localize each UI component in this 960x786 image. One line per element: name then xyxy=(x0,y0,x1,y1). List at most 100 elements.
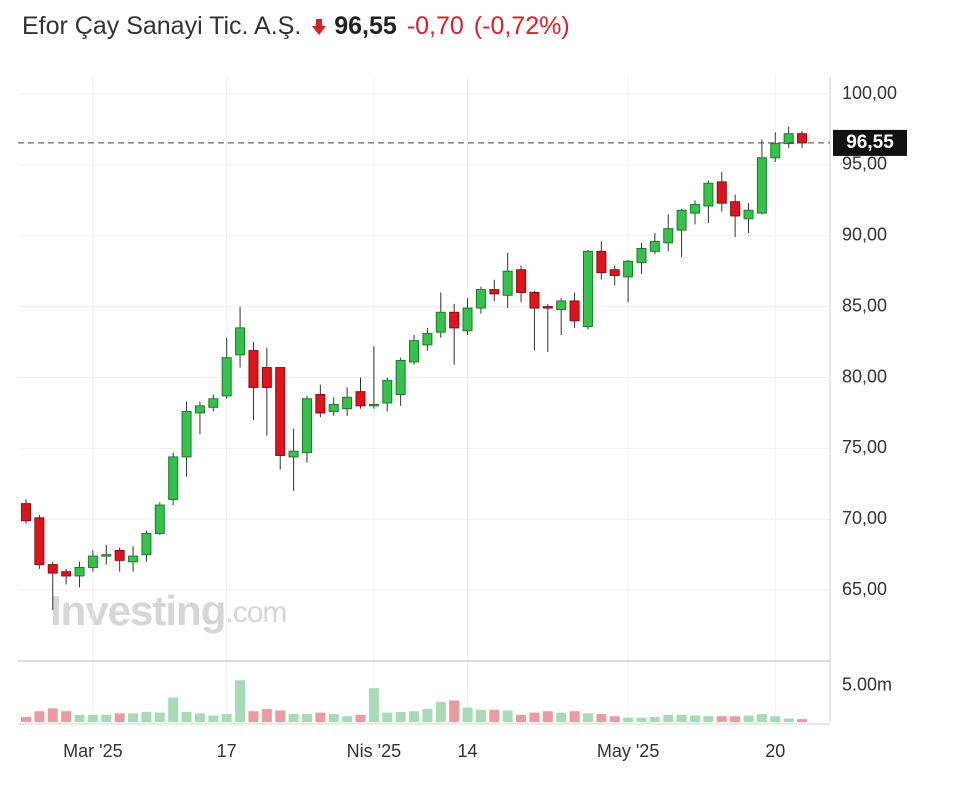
x-tick-label: 20 xyxy=(765,741,785,761)
candle-body xyxy=(596,250,607,274)
volume-bar xyxy=(582,713,593,722)
volume-bar xyxy=(542,711,553,722)
candle-body xyxy=(743,209,754,220)
volume-bar xyxy=(395,711,406,722)
y-tick-label: 65,00 xyxy=(842,579,887,599)
candle-body xyxy=(556,300,567,310)
candle-body xyxy=(475,289,486,309)
volume-bar xyxy=(663,714,674,722)
candle-body xyxy=(248,350,259,388)
volume-bar xyxy=(743,715,754,722)
volume-bar xyxy=(315,712,326,722)
volume-bar xyxy=(449,700,460,722)
header: Efor Çay Sanayi Tic. A.Ş. 96,55 -0,70 (-… xyxy=(22,8,570,44)
last-price: 96,55 xyxy=(334,11,397,40)
candle-body xyxy=(690,204,700,214)
volume-bar xyxy=(596,714,607,722)
candle-body xyxy=(609,269,620,276)
y-tick-label: 95,00 xyxy=(842,154,887,174)
volume-bar xyxy=(797,719,808,722)
candle-body xyxy=(462,307,473,332)
volume-bar xyxy=(141,711,152,722)
volume-bar xyxy=(74,714,85,722)
candle-body xyxy=(21,503,31,522)
candle-body xyxy=(141,532,152,556)
volume-bar xyxy=(783,718,794,722)
down-arrow-icon xyxy=(312,18,327,35)
volume-bar xyxy=(114,713,125,722)
candle-body xyxy=(569,300,580,322)
candle-body xyxy=(623,260,634,278)
volume-bar xyxy=(288,714,299,722)
volume-bar xyxy=(636,717,647,722)
candle-body xyxy=(368,403,379,407)
y-tick-label: 90,00 xyxy=(842,225,887,245)
volume-bar xyxy=(221,714,232,722)
candle-body xyxy=(422,333,433,346)
volume-bar xyxy=(355,714,366,722)
volume-bar xyxy=(676,714,687,722)
y-tick-label: 80,00 xyxy=(842,366,887,386)
volume-bar xyxy=(516,714,527,722)
volume-bar xyxy=(756,714,767,722)
volume-bar xyxy=(502,710,513,722)
price-change-percent: (-0,72%) xyxy=(473,11,570,40)
volume-bar xyxy=(556,712,567,722)
volume-bar xyxy=(475,709,486,722)
volume-bar xyxy=(489,709,500,722)
candle-body xyxy=(288,450,299,458)
candle-body xyxy=(409,340,420,363)
instrument-title: Efor Çay Sanayi Tic. A.Ş. xyxy=(22,11,302,40)
volume-bar xyxy=(328,714,339,722)
candle-body xyxy=(168,456,179,500)
x-tick-label: Nis '25 xyxy=(347,741,401,761)
volume-bar xyxy=(34,711,45,722)
candle-body xyxy=(275,367,286,456)
candle-body xyxy=(703,182,714,207)
volume-bar xyxy=(301,714,312,722)
volume-bar xyxy=(382,712,393,722)
candle-body xyxy=(208,398,219,408)
volume-bar xyxy=(623,717,634,722)
candle-body xyxy=(114,549,125,561)
candle-body xyxy=(489,289,500,295)
volume-bar xyxy=(770,716,781,722)
candle-body xyxy=(636,248,647,264)
candle-body xyxy=(235,327,246,356)
price-change: -0,70 xyxy=(406,11,464,40)
candle-body xyxy=(395,359,406,396)
candle-body xyxy=(516,269,527,293)
volume-bar xyxy=(87,714,98,722)
candle-body xyxy=(355,391,366,407)
candle-body xyxy=(770,143,781,159)
volume-bar xyxy=(569,711,580,722)
candle-body xyxy=(663,228,674,244)
candle-body xyxy=(61,571,72,577)
candle-body xyxy=(502,270,513,296)
header-price: 96,55 xyxy=(311,12,397,41)
volume-bar xyxy=(21,716,31,722)
volume-bar xyxy=(435,701,446,722)
volume-bar xyxy=(342,716,353,722)
last-price-tag-label: 96,55 xyxy=(846,132,894,153)
volume-bar xyxy=(101,714,112,722)
volume-bar xyxy=(409,711,420,722)
volume-bar xyxy=(181,711,192,722)
y2-tick-label: 5.00m xyxy=(842,675,892,695)
last-price-tag xyxy=(833,129,907,156)
watermark-suffix: .com xyxy=(225,596,286,629)
watermark-text: Investing xyxy=(50,587,225,634)
x-tick-label: 14 xyxy=(458,741,478,761)
y-tick-label: 75,00 xyxy=(842,437,887,457)
candle-body xyxy=(87,555,98,568)
candle-body xyxy=(449,311,460,329)
volume-bar xyxy=(730,716,741,722)
volume-bar xyxy=(61,711,72,722)
volume-bar xyxy=(194,713,205,722)
candle-body xyxy=(342,396,353,410)
candle-body xyxy=(783,133,794,145)
candle-body xyxy=(529,291,540,309)
candle-body xyxy=(47,564,58,574)
candle-body xyxy=(181,411,192,458)
